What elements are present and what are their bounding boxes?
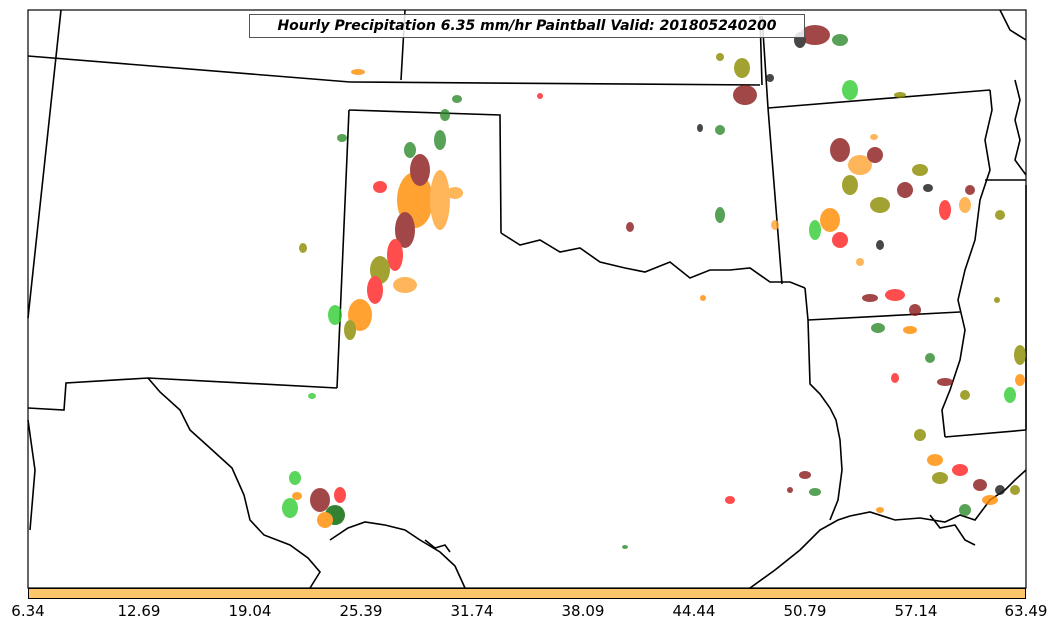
cluster-nm-line [299,69,463,340]
colorbar-tick-label: 19.04 [228,602,272,620]
border-az-nm [27,9,62,319]
border-tx-big-bend [329,521,466,589]
border-co-south [27,55,351,83]
border-tx-la [804,287,843,521]
border-ks-ok [349,81,761,86]
border-red-river [500,232,806,289]
colorbar-tick-label: 25.39 [339,602,383,620]
colorbar-tick-label: 12.69 [117,602,161,620]
coast-big-bend-inlet [424,539,451,553]
colorbar-tick-label: 38.09 [561,602,605,620]
border-ar-la [807,311,961,321]
coast-texas [749,515,851,589]
cluster-louisiana [862,210,1026,516]
colorbar-tick-label: 63.49 [1004,602,1048,620]
colorbar-tick-label: 31.74 [450,602,494,620]
map-frame [27,9,1027,589]
colorbar [28,588,1026,599]
coast-louisiana [849,469,1027,523]
border-nm-tx-south [27,377,338,411]
border-ms-river [941,89,993,438]
colorbar-tick-label: 44.44 [672,602,716,620]
border-nm-east [336,109,350,389]
colorbar-tick-label: 50.79 [783,602,827,620]
colorbar-tick-label: 6.34 [11,602,45,620]
precip-clusters [282,25,1026,549]
border-mo-ar [767,89,991,109]
map-title: Hourly Precipitation 6.35 mm/hr Paintbal… [249,14,805,38]
cluster-west-texas [282,471,346,528]
river-ms-east [1014,79,1027,176]
border-ky-tn [999,9,1027,41]
coast-delta [929,514,976,546]
border-la-south [944,429,1027,438]
border-tx-rio-grande [147,377,321,589]
colorbar-tick-label: 57.14 [894,602,938,620]
cluster-arkansas [809,80,975,266]
border-ok-panhandle [348,109,502,234]
cluster-se-texas [308,220,884,549]
border-az-mex [27,419,36,531]
